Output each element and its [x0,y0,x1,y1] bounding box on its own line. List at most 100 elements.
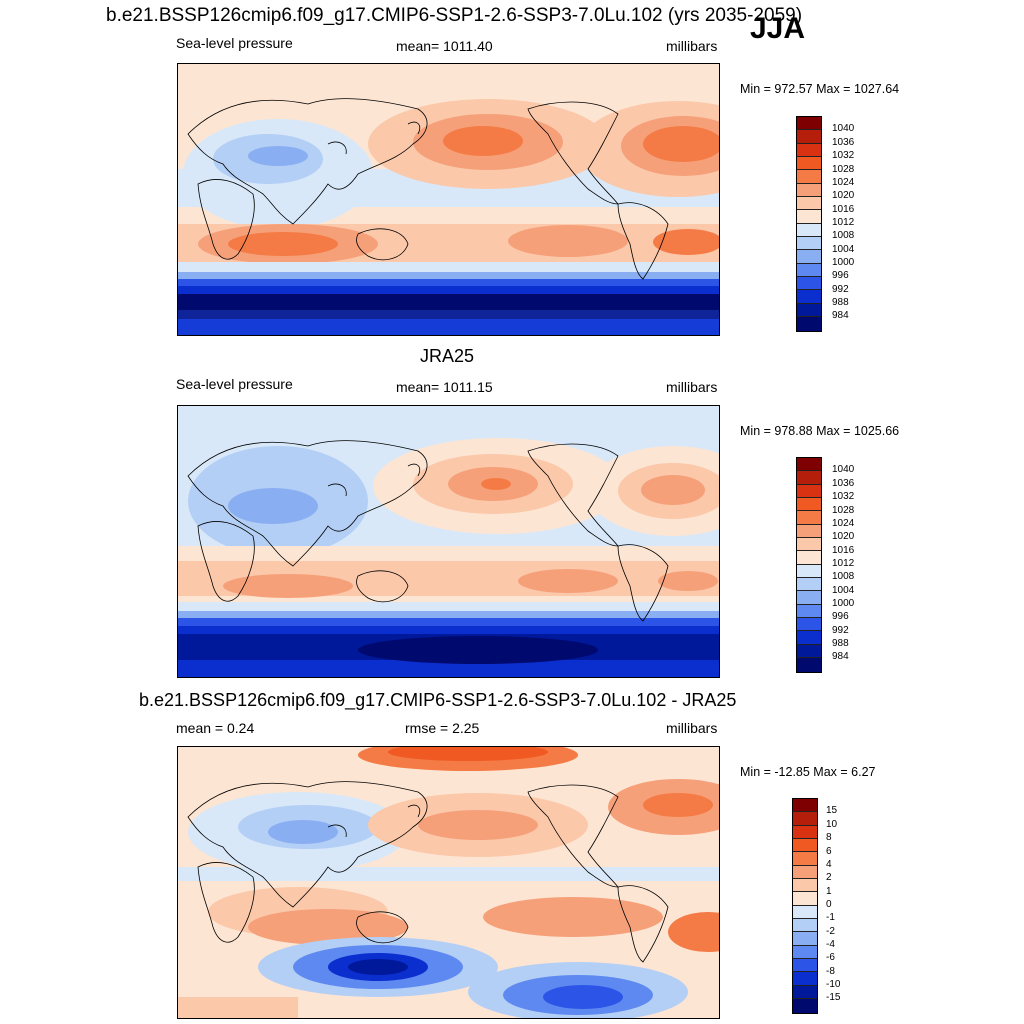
panel3-colorbar-swatch [793,932,817,946]
panel1-colorbar-label: 996 [832,270,849,281]
panel1-variable-label: Sea-level pressure [176,35,293,51]
panel1-colorbar-swatch [797,263,821,278]
panel3-colorbar-label: 6 [826,846,832,857]
panel1-colorbar-label: 1028 [832,164,855,175]
panel1-minmax-label: Min = 972.57 Max = 1027.64 [740,82,900,96]
panel1-map-svg [178,64,719,335]
panel2-colorbar-swatch [797,511,821,525]
panel2-colorbar-swatch [797,604,821,619]
panel1-colorbar-swatch [797,143,821,158]
panel3-mean-label: mean = 0.24 [176,720,255,736]
panel1-colorbar-swatch [797,117,821,131]
panel3-colorbar-label: 2 [826,872,832,883]
panel3-colorbar-label: 1 [826,886,832,897]
panel3-colorbar-swatch [793,825,817,840]
panel2-colorbar-label: 1020 [832,531,855,542]
panel2-units-label: millibars [666,379,718,395]
panel3-colorbar-swatch [793,892,817,906]
panel1-colorbar-label: 1032 [832,150,855,161]
panel1-colorbar [796,116,822,332]
panel1-colorbar-label: 1016 [832,204,855,215]
panel3-colorbar-swatch [793,799,817,813]
panel2-colorbar-swatch [797,644,821,659]
panel3-map [177,746,720,1019]
panel1-colorbar-swatch [797,277,821,291]
panel1-colorbar-swatch [797,183,821,198]
panel3-colorbar-swatch [793,972,817,986]
panel3-minmax-label: Min = -12.85 Max = 6.27 [740,765,876,779]
panel1-colorbar-label: 1024 [832,177,855,188]
panel3-colorbar-swatch [793,985,817,1000]
panel3-colorbar-label: -4 [826,939,835,950]
panel1-colorbar-swatch [797,197,821,211]
panel1-colorbar-label: 988 [832,297,849,308]
panel3-colorbar-label: -10 [826,979,841,990]
panel3-colorbar-swatch [793,812,817,826]
panel2-colorbar-swatch [797,458,821,472]
panel1-colorbar-swatch [797,303,821,318]
panel3-colorbar [792,798,818,1014]
panel1-colorbar-label: 984 [832,310,849,321]
panel1-colorbar-swatch [797,250,821,264]
panel2-colorbar-label: 1012 [832,558,855,569]
panel3-colorbar-label: -8 [826,966,835,977]
panel1-colorbar-label: 1000 [832,257,855,268]
panel2-map-svg [178,406,719,677]
panel2-colorbar-swatch [797,551,821,565]
panel1-colorbar-label: 992 [832,284,849,295]
panel2-colorbar-label: 1024 [832,518,855,529]
panel2-colorbar-swatch [797,498,821,512]
panel3-colorbar-label: 10 [826,819,838,830]
panel1-colorbar-swatch [797,317,821,331]
panel2-title: JRA25 [420,346,475,366]
panel2-colorbar-swatch [797,658,821,672]
season-label: JJA [750,12,806,45]
panel3-colorbar-label: 0 [826,899,832,910]
panel3-colorbar-label: -1 [826,912,835,923]
panel1-colorbar-swatch [797,237,821,251]
panel3-colorbar-label: -2 [826,926,835,937]
panel1-colorbar-label: 1012 [832,217,855,228]
panel2-colorbar-swatch [797,618,821,632]
panel3-colorbar-label: 4 [826,859,832,870]
panel1-units-label: millibars [666,38,718,54]
panel1-map [177,63,720,336]
panel3-colorbar-label: -15 [826,992,841,1003]
panel2-colorbar-label: 996 [832,611,849,622]
panel2-colorbar-label: 1016 [832,545,855,556]
panel3-colorbar-swatch [793,865,817,880]
panel2-colorbar-swatch [797,538,821,552]
panel2-colorbar [796,457,822,673]
panel2-colorbar-label: 1040 [832,464,855,475]
panel2-colorbar-swatch [797,471,821,485]
panel1-colorbar-swatch [797,223,821,238]
panel3-colorbar-swatch [793,879,817,893]
panel2-colorbar-label: 1004 [832,585,855,596]
panel3-colorbar-label: 8 [826,832,832,843]
panel3-units-label: millibars [666,720,718,736]
panel2-colorbar-swatch [797,524,821,539]
panel2-colorbar-swatch [797,591,821,605]
panel2-minmax-label: Min = 978.88 Max = 1025.66 [740,424,900,438]
panel3-colorbar-swatch [793,905,817,920]
panel2-mean-label: mean= 1011.15 [396,379,493,395]
panel1-colorbar-swatch [797,210,821,224]
plot-title: b.e21.BSSP126cmip6.f09_g17.CMIP6-SSP1-2.… [106,5,803,26]
panel1-colorbar-swatch [797,157,821,171]
panel2-colorbar-swatch [797,631,821,645]
panel3-colorbar-swatch [793,959,817,973]
panel2-colorbar-label: 1032 [832,491,855,502]
panel1-colorbar-swatch [797,170,821,184]
panel2-variable-label: Sea-level pressure [176,376,293,392]
panel2-colorbar-label: 1008 [832,571,855,582]
panel1-colorbar-label: 1004 [832,244,855,255]
panel2-map [177,405,720,678]
panel3-colorbar-swatch [793,852,817,866]
panel2-colorbar-label: 1036 [832,478,855,489]
panel2-colorbar-swatch [797,564,821,579]
panel2-colorbar-label: 1000 [832,598,855,609]
panel3-map-svg [178,747,719,1018]
panel1-colorbar-label: 1008 [832,230,855,241]
panel3-colorbar-swatch [793,999,817,1013]
panel3-colorbar-swatch [793,945,817,960]
